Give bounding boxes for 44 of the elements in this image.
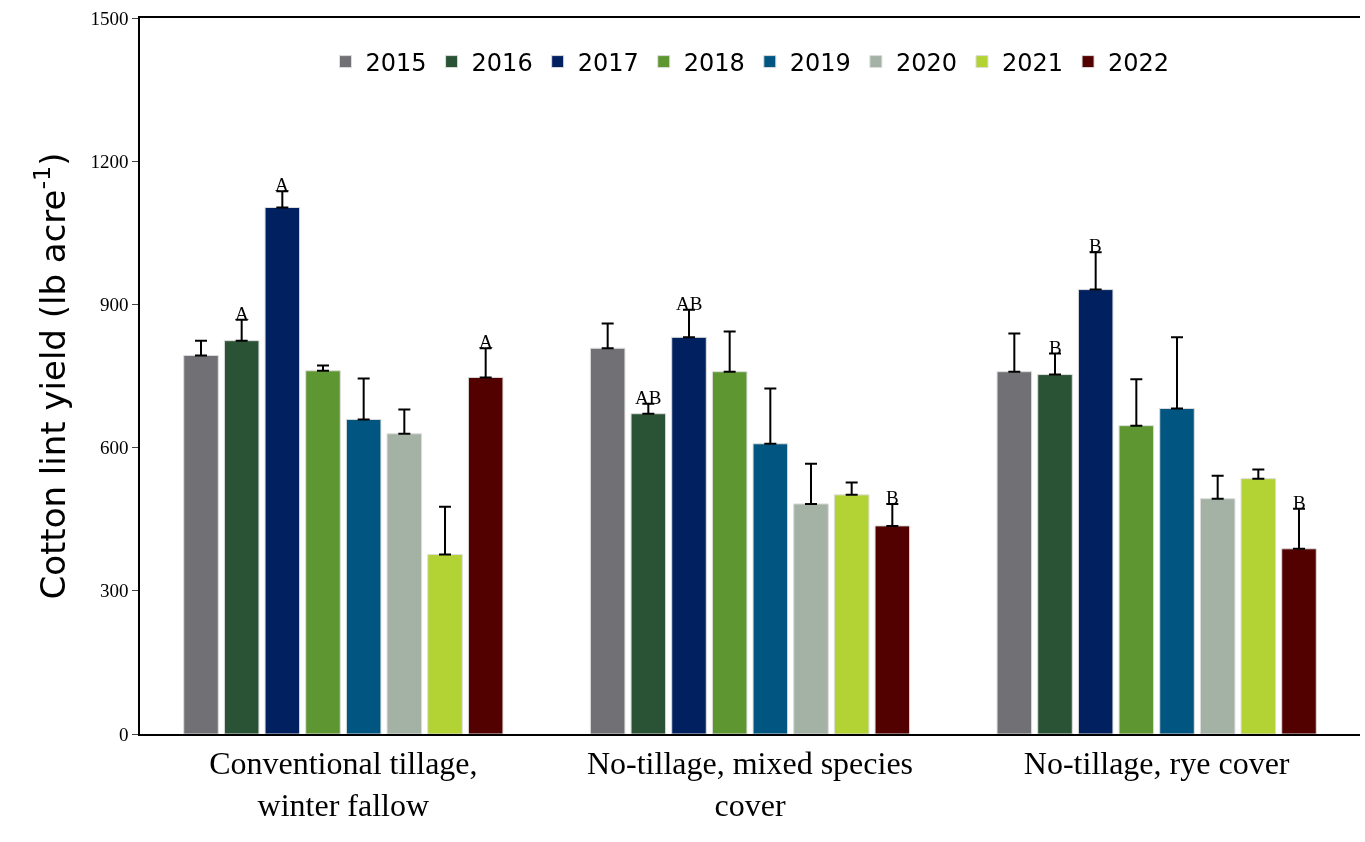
x-tick-label: No-tillage, rye cover (1023, 745, 1290, 782)
x-tick-label: No-tillage, mixed species cover (586, 745, 914, 823)
legend-label: 2020 (895, 48, 957, 77)
bar (427, 554, 463, 734)
y-tick-label: 900 (99, 294, 129, 316)
legend-label: 2018 (683, 48, 745, 77)
bar (833, 494, 870, 734)
legend-label: 2022 (1108, 48, 1170, 77)
bar (711, 371, 748, 734)
bar (1077, 289, 1114, 734)
bar (1159, 407, 1195, 734)
y-tick-label: 300 (99, 580, 129, 602)
bar (996, 371, 1033, 734)
bar (1199, 498, 1236, 734)
legend-label: 2015 (365, 48, 427, 77)
bar (1281, 548, 1317, 734)
y-tick-label: 600 (99, 437, 129, 459)
y-tick-label: 1200 (90, 150, 129, 172)
bar (183, 354, 219, 734)
bar (1118, 425, 1155, 734)
legend-label: 2021 (1001, 48, 1064, 77)
bar (752, 443, 789, 734)
x-tick-label: Conventional tillage, winter fallow (209, 745, 478, 823)
bar (671, 336, 707, 734)
data-label: A (275, 174, 289, 195)
bar (793, 503, 829, 734)
bar (467, 376, 504, 734)
y-tick-label: 1500 (90, 7, 129, 29)
bar (223, 340, 260, 734)
legend-label: 2017 (577, 48, 639, 77)
bar (386, 433, 423, 734)
bar (345, 418, 382, 734)
bar (264, 207, 301, 734)
y-tick-label: 0 (118, 723, 129, 745)
data-label: A (479, 331, 493, 352)
bar (305, 370, 341, 734)
data-label: B (1089, 235, 1102, 256)
bar (630, 413, 667, 734)
bar (589, 347, 626, 734)
legend-label: 2016 (471, 48, 533, 77)
legend-label: 2019 (789, 48, 851, 77)
bar (1037, 374, 1073, 734)
bar (874, 525, 911, 734)
bar (1240, 478, 1277, 734)
